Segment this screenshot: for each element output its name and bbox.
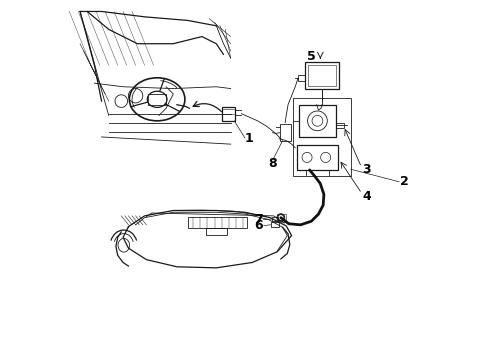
Bar: [271, 222, 279, 227]
Bar: [298, 75, 305, 81]
Bar: [271, 217, 278, 221]
Bar: [299, 105, 337, 137]
Bar: [337, 123, 343, 128]
Text: 1: 1: [244, 132, 253, 145]
Bar: [305, 62, 339, 89]
Text: 3: 3: [363, 163, 371, 176]
Text: 6: 6: [254, 219, 263, 233]
Text: 7: 7: [254, 213, 263, 226]
Bar: [276, 214, 286, 222]
Bar: [308, 64, 337, 86]
Bar: [148, 94, 166, 105]
Bar: [188, 217, 247, 228]
Bar: [294, 98, 351, 176]
Bar: [221, 107, 235, 121]
Text: 8: 8: [269, 157, 277, 170]
Text: 4: 4: [363, 190, 371, 203]
Text: 2: 2: [400, 175, 409, 188]
Bar: [205, 228, 227, 234]
Text: 5: 5: [307, 50, 316, 63]
Bar: [280, 125, 291, 140]
Bar: [297, 145, 338, 170]
